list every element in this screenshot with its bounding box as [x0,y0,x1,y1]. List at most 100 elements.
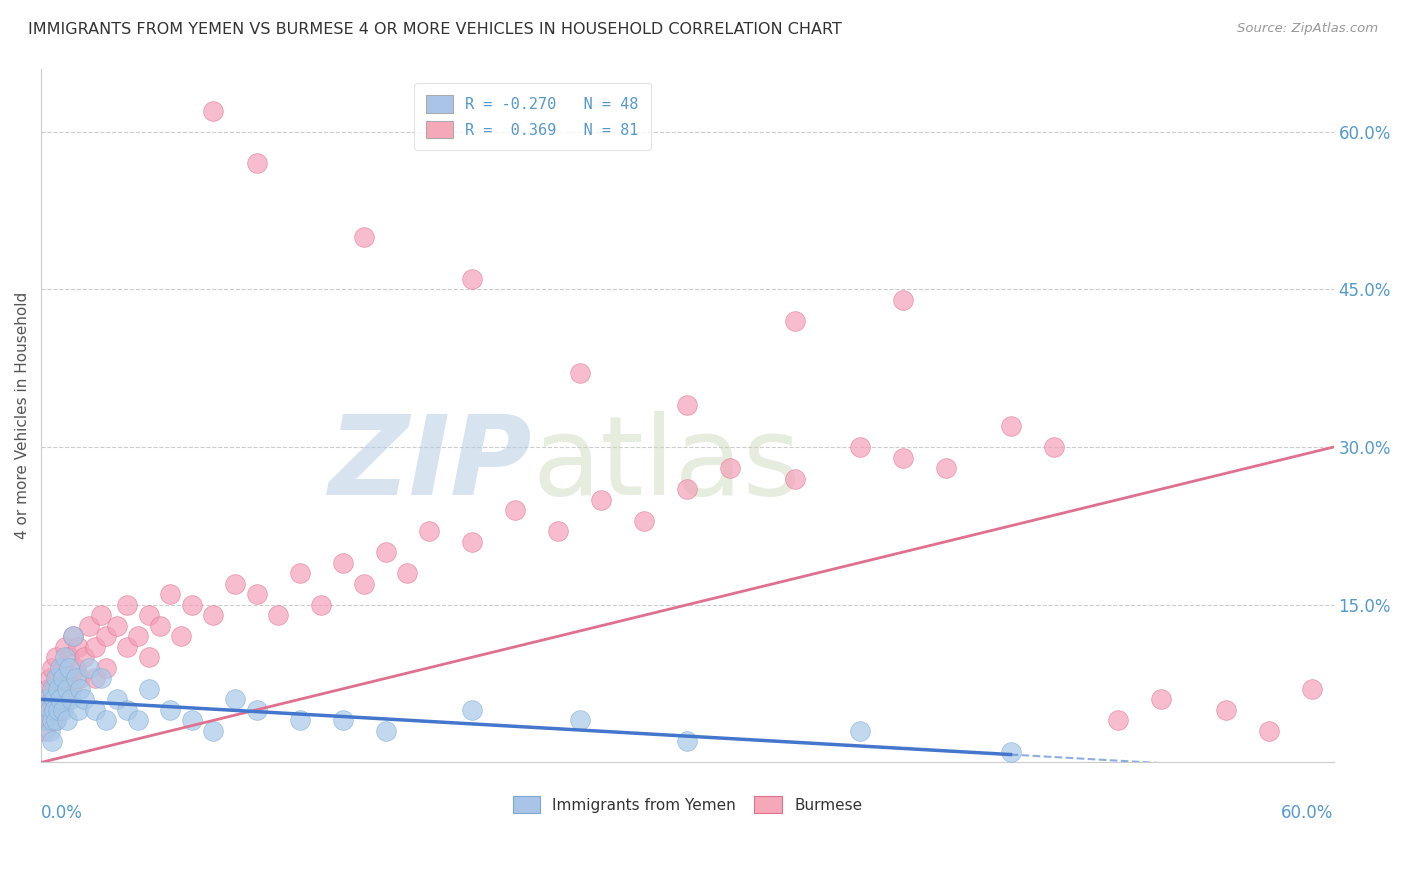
Point [202,103,225,118]
Point [49,703,72,717]
Point [42,703,65,717]
Point [245,156,267,170]
Point [138,608,160,623]
Point [37,681,59,696]
Point [461,703,484,717]
Point [633,514,655,528]
Point [159,587,181,601]
Point [37,692,59,706]
Point [46,671,69,685]
Point [224,576,246,591]
Point [49,692,72,706]
Point [62,629,84,643]
Text: Source: ZipAtlas.com: Source: ZipAtlas.com [1237,22,1378,36]
Point [676,482,699,496]
Point [73,692,96,706]
Point [60,692,83,706]
Point [45,714,67,728]
Point [41,714,63,728]
Legend: Immigrants from Yemen, Burmese: Immigrants from Yemen, Burmese [502,785,873,824]
Point [69,671,91,685]
Point [288,714,311,728]
Point [309,598,332,612]
Point [90,671,112,685]
Point [58,661,80,675]
Point [62,629,84,643]
Point [52,661,75,675]
Point [41,734,63,748]
Point [848,723,870,738]
Point [138,650,160,665]
Point [117,640,139,654]
Point [52,671,75,685]
Point [117,703,139,717]
Point [1301,681,1323,696]
Point [45,671,67,685]
Point [332,556,354,570]
Point [170,629,193,643]
Point [46,692,69,706]
Point [418,524,440,538]
Point [56,671,79,685]
Point [53,650,76,665]
Point [848,440,870,454]
Point [149,619,172,633]
Point [332,714,354,728]
Point [783,314,806,328]
Text: 60.0%: 60.0% [1281,804,1334,822]
Point [46,681,69,696]
Point [891,293,914,307]
Point [159,703,181,717]
Point [245,587,267,601]
Point [56,692,79,706]
Point [547,524,569,538]
Point [34,723,56,738]
Point [591,492,613,507]
Point [42,703,65,717]
Point [52,681,75,696]
Point [60,681,83,696]
Point [180,714,202,728]
Point [38,723,60,738]
Point [94,661,117,675]
Point [105,619,128,633]
Point [374,545,396,559]
Point [66,640,89,654]
Point [105,692,128,706]
Point [1000,419,1022,434]
Point [1150,692,1173,706]
Y-axis label: 4 or more Vehicles in Household: 4 or more Vehicles in Household [15,292,30,539]
Point [138,681,160,696]
Point [935,461,957,475]
Point [34,714,56,728]
Point [32,714,55,728]
Point [891,450,914,465]
Point [1107,714,1129,728]
Point [117,598,139,612]
Point [45,650,67,665]
Point [202,723,225,738]
Point [84,640,107,654]
Point [65,661,87,675]
Point [1258,723,1281,738]
Point [676,398,699,412]
Point [127,629,149,643]
Point [396,566,419,581]
Point [202,608,225,623]
Point [73,650,96,665]
Point [353,229,375,244]
Point [288,566,311,581]
Point [1000,745,1022,759]
Point [66,703,89,717]
Point [34,692,56,706]
Point [676,734,699,748]
Point [1215,703,1237,717]
Point [53,640,76,654]
Point [503,503,526,517]
Point [94,629,117,643]
Text: ZIP: ZIP [329,410,533,517]
Point [353,576,375,591]
Point [41,661,63,675]
Point [224,692,246,706]
Point [267,608,290,623]
